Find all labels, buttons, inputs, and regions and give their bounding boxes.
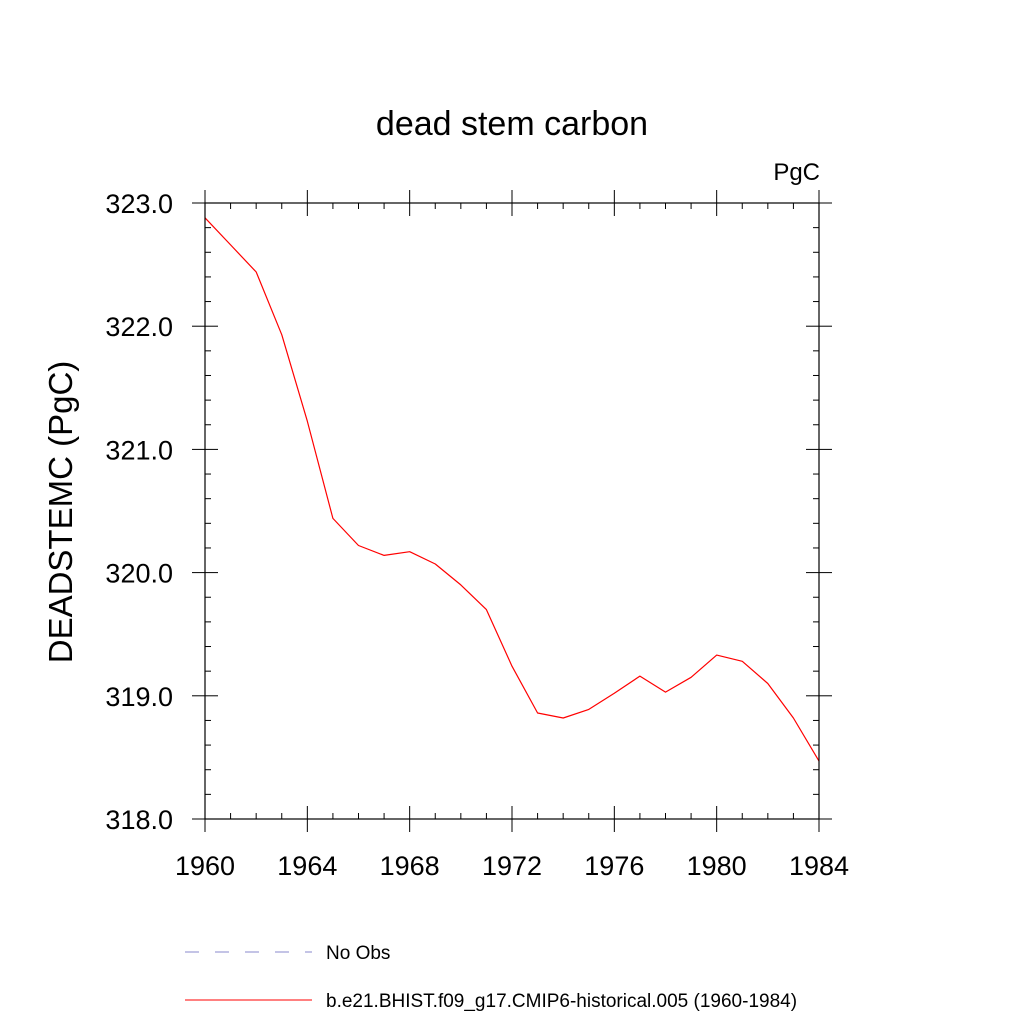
- legend: No Obs b.e21.BHIST.f09_g17.CMIP6-historic…: [185, 943, 797, 1012]
- y-tick-label: 323.0: [105, 189, 173, 219]
- legend-label: b.e21.BHIST.f09_g17.CMIP6-historical.005…: [326, 991, 797, 1012]
- x-axis-ticks: [204, 190, 820, 832]
- units-label: PgC: [773, 159, 820, 186]
- y-axis-label: DEADSTEMC (PgC): [42, 361, 79, 664]
- x-tick-label: 1968: [380, 851, 440, 881]
- legend-label: No Obs: [326, 943, 390, 964]
- y-tick-label: 321.0: [105, 435, 173, 465]
- x-tick-label: 1976: [584, 851, 644, 881]
- x-tick-label: 1984: [789, 851, 849, 881]
- y-tick-label: 322.0: [105, 312, 173, 342]
- plot-frame: [204, 202, 820, 820]
- y-axis-tick-labels: 318.0 319.0 320.0 321.0 322.0 323.0: [105, 189, 173, 835]
- series-line: [204, 217, 820, 762]
- y-tick-label: 320.0: [105, 559, 173, 589]
- y-tick-label: 318.0: [105, 805, 173, 835]
- y-tick-label: 319.0: [105, 682, 173, 712]
- y-axis-ticks: [192, 202, 832, 820]
- chart-title: dead stem carbon: [376, 105, 648, 143]
- x-tick-label: 1980: [687, 851, 747, 881]
- series-layer: [204, 217, 820, 762]
- x-tick-label: 1972: [482, 851, 542, 881]
- x-axis-tick-labels: 1960 1964 1968 1972 1976 1980 1984: [175, 851, 849, 881]
- x-tick-label: 1964: [277, 851, 337, 881]
- x-tick-label: 1960: [175, 851, 235, 881]
